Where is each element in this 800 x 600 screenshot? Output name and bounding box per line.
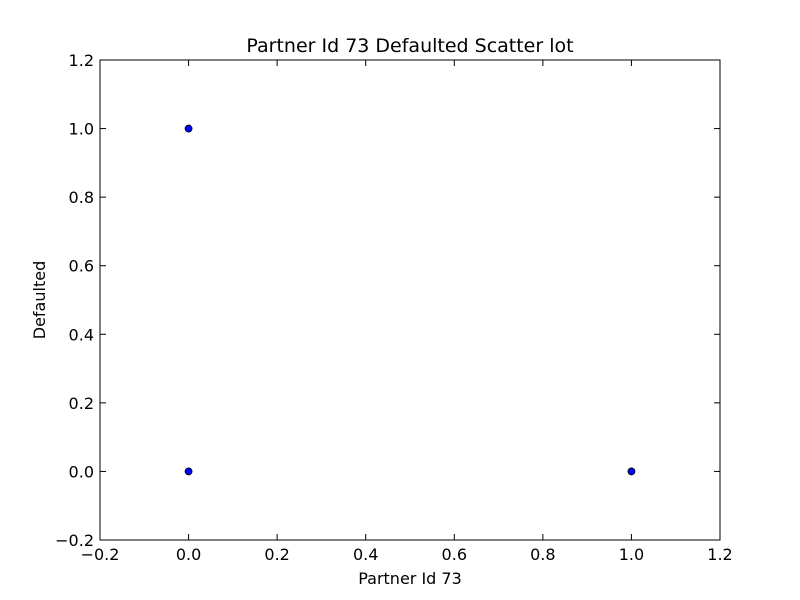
y-tick-label: 0.6: [69, 257, 94, 276]
x-axis-label: Partner Id 73: [358, 569, 462, 588]
chart-title: Partner Id 73 Defaulted Scatter lot: [246, 35, 573, 57]
x-tick-label: 0.0: [176, 545, 201, 564]
scatter-point: [627, 467, 636, 476]
x-tick-label: 0.6: [442, 545, 467, 564]
y-axis: −0.2 0.0 0.2 0.4 0.6 0.8 1.0 1.2: [55, 51, 720, 550]
x-tick-label: 1.2: [707, 545, 732, 564]
y-tick-label: 1.0: [69, 120, 94, 139]
scatter-point: [184, 467, 193, 476]
scatter-points: [184, 124, 636, 476]
y-axis-label: Defaulted: [30, 261, 49, 339]
x-axis: −0.2 0.0 0.2 0.4 0.6 0.8 1.0 1.2: [81, 60, 733, 564]
y-tick-label: 0.4: [69, 325, 94, 344]
y-tick-label: 0.2: [69, 394, 94, 413]
y-tick-label: 0.0: [69, 462, 94, 481]
y-tick-label: 0.8: [69, 188, 94, 207]
x-tick-label: 0.2: [264, 545, 289, 564]
x-tick-label: 0.8: [530, 545, 555, 564]
x-tick-label: 1.0: [619, 545, 644, 564]
x-tick-label: 0.4: [353, 545, 378, 564]
y-tick-label: −0.2: [55, 531, 94, 550]
y-tick-label: 1.2: [69, 51, 94, 70]
plot-area: [99, 59, 721, 541]
x-tick-label: −0.2: [81, 545, 120, 564]
scatter-point: [184, 124, 193, 133]
